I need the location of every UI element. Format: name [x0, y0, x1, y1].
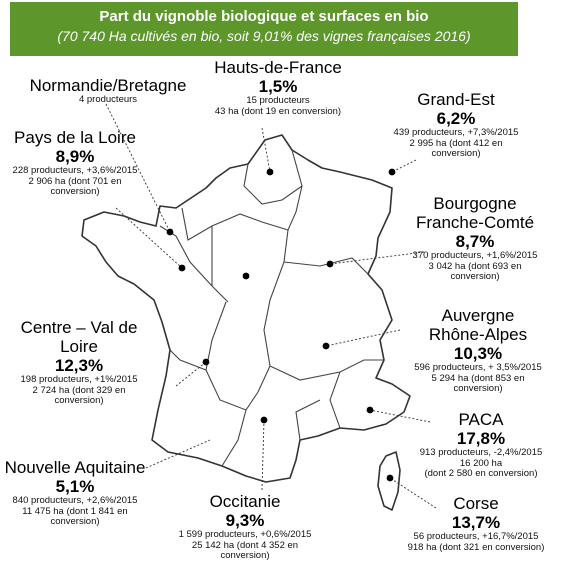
region-name: Auvergne: [441, 306, 515, 325]
region-producers: 56 producteurs, +16,7%/2015: [413, 531, 539, 543]
region-share: 6,2%: [436, 109, 476, 129]
marker-ara: [322, 342, 330, 350]
region-share: 13,7%: [451, 513, 501, 533]
leader-grand-est: [391, 159, 417, 173]
region-name: Centre – Val de: [20, 318, 138, 337]
region-name: PACA: [458, 410, 504, 429]
region-producers: 840 producteurs, +2,6%/2015: [12, 495, 138, 507]
region-name: Corse: [453, 494, 499, 513]
marker-corse: [386, 474, 394, 482]
region-producers: 198 producteurs, +1%/2015: [20, 374, 138, 386]
marker-bfc: [326, 260, 334, 268]
label-grand-est: Grand-Est 6,2% 439 producteurs, +7,3%/20…: [366, 90, 546, 160]
leader-pays-loire: [115, 207, 183, 269]
region-share: 12,3%: [54, 356, 104, 376]
label-occitanie: Occitanie 9,3% 1 599 producteurs, +0,6%/…: [162, 492, 328, 562]
map-title: Part du vignoble biologique et surfaces …: [99, 8, 429, 25]
marker-normandie: [166, 228, 174, 236]
region-surface: 918 ha (dont 321 en conversion): [407, 541, 545, 553]
marker-paca: [366, 406, 374, 414]
region-name: Franche-Comté: [415, 213, 535, 233]
region-share: 1,5%: [258, 77, 298, 97]
region-surface: 25 142 ha (dont 4 352 en: [191, 539, 299, 551]
region-surface: 2 906 ha (dont 701 en: [28, 175, 122, 187]
region-share: 9,3%: [225, 511, 265, 531]
region-surface: conversion): [453, 383, 503, 395]
region-name: Loire: [60, 337, 98, 357]
label-corse: Corse 13,7% 56 producteurs, +16,7%/2015 …: [396, 494, 556, 553]
title-banner: Part du vignoble biologique et surfaces …: [10, 2, 518, 56]
region-share: 5,1%: [55, 477, 95, 497]
region-producers: 4 producteurs: [78, 94, 138, 106]
region-surface: 2 724 ha (dont 329 en: [32, 384, 126, 396]
label-centre-val-de-loire: Centre – Val de Loire 12,3% 198 producte…: [0, 318, 158, 407]
region-share: 8,9%: [55, 147, 95, 167]
region-surface: 2 995 ha (dont 412 en: [409, 137, 503, 149]
region-producers: 913 producteurs, -2,4%/2015: [419, 447, 543, 459]
region-producers: 439 producteurs, +7,3%/2015: [393, 127, 519, 139]
region-producers: 1 599 producteurs, +0,6%/2015: [178, 529, 312, 541]
region-surface: conversion): [450, 271, 500, 283]
region-surface: conversion): [50, 516, 100, 528]
region-surface: 11 475 ha (dont 1 841 en: [22, 505, 128, 517]
marker-na: [202, 358, 210, 366]
leader-ara: [325, 329, 401, 347]
region-surface: 16 200 ha: [459, 457, 503, 469]
region-producers: 596 producteurs, + 3,5%/2015: [414, 362, 542, 374]
leader-hdf: [261, 127, 271, 173]
map-subtitle: (70 740 Ha cultivés en bio, soit 9,01% d…: [57, 28, 471, 44]
region-name: Normandie/Bretagne: [29, 76, 187, 95]
region-name: Bourgogne: [433, 194, 517, 213]
region-name: Pays de la Loire: [14, 128, 136, 147]
region-share: 17,8%: [456, 429, 506, 449]
region-surface: 3 042 ha (dont 693 en: [428, 260, 522, 272]
region-surface: conversion): [431, 148, 481, 160]
region-producers: 228 producteurs, +3,6%/2015: [12, 165, 138, 177]
region-surface: 5 294 ha (dont 853 en: [431, 372, 525, 384]
label-pays-de-la-loire: Pays de la Loire 8,9% 228 producteurs, +…: [0, 128, 150, 198]
label-hauts-de-france: Hauts-de-France 1,5% 15 producteurs 43 h…: [196, 58, 360, 117]
region-name: Nouvelle Aquitaine: [4, 458, 146, 477]
region-producers: 15 producteurs: [246, 95, 310, 107]
france-outline: [81, 134, 411, 483]
marker-pays-loire: [178, 264, 186, 272]
marker-hdf: [266, 168, 274, 176]
label-normandie-bretagne: Normandie/Bretagne 4 producteurs: [8, 76, 208, 106]
marker-occitanie: [260, 416, 268, 424]
region-borders: [159, 149, 384, 467]
region-share: 10,3%: [453, 344, 503, 364]
region-name: Occitanie: [209, 492, 281, 511]
region-producers: 370 producteurs, +1,6%/2015: [412, 250, 538, 262]
leader-cvl: [175, 361, 207, 387]
region-surface: (dont 2 580 en conversion): [424, 468, 538, 480]
label-bourgogne-franche-comte: Bourgogne Franche-Comté 8,7% 370 product…: [396, 194, 554, 283]
label-paca: PACA 17,8% 913 producteurs, -2,4%/2015 1…: [406, 410, 556, 480]
region-surface: conversion): [220, 550, 270, 562]
region-surface: conversion): [50, 186, 100, 198]
region-name: Rhône-Alpes: [428, 325, 528, 345]
leader-corse: [389, 477, 437, 509]
region-surface: conversion): [54, 395, 104, 407]
region-surface: 43 ha (dont 19 en conversion): [214, 105, 342, 117]
marker-cvl: [242, 272, 250, 280]
region-name: Grand-Est: [417, 90, 495, 109]
label-auvergne-rhone-alpes: Auvergne Rhône-Alpes 10,3% 596 producteu…: [398, 306, 558, 395]
marker-grand-est: [388, 168, 396, 176]
region-name: Hauts-de-France: [214, 58, 342, 77]
region-share: 8,7%: [455, 232, 495, 252]
label-nouvelle-aquitaine: Nouvelle Aquitaine 5,1% 840 producteurs,…: [0, 458, 150, 528]
